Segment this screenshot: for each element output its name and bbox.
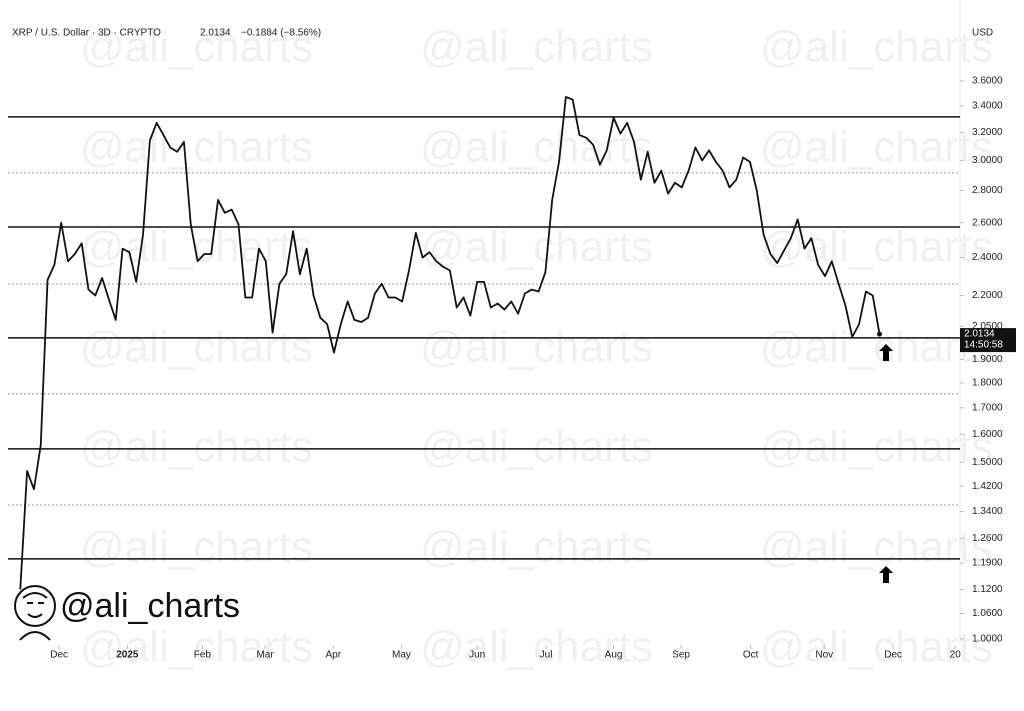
y-tick-label: 2.8000 [972,185,1003,196]
watermark: @ali_charts [80,123,313,172]
header-change: −0.1884 (−8.56%) [241,28,321,39]
x-tick-label: Jul [540,650,553,661]
watermark: @ali_charts [80,423,313,472]
plot: 3.6000 3.4000 3.2000 3.0000 2.8000 2.6000 2.40… [8,76,1016,661]
watermark: @ali_charts [760,23,993,72]
y-tick-label: 2.0500 [972,321,1003,332]
x-tick-label: 20 [950,650,962,661]
watermark: @ali_charts [420,123,653,172]
x-tick-label: Oct [743,650,759,661]
watermarks: @ali_charts @ali_charts @ali_charts @ali_ch… [80,23,993,672]
watermark: @ali_charts [80,23,313,72]
y-tick-label: 3.2000 [972,127,1003,138]
x-tick-label: Nov [815,650,833,661]
y-tick-label: 1.4200 [972,481,1003,492]
watermark: @ali_charts [80,323,313,372]
watermark: @ali_charts [760,123,993,172]
y-tick-label: 2.6000 [972,217,1003,228]
logo-text: @ali_charts [60,587,240,625]
watermark: @ali_charts [80,223,313,272]
countdown: 14:50:58 [964,340,1003,351]
y-tick-label: 2.4000 [972,252,1003,263]
watermark: @ali_charts [420,323,653,372]
chart-title: XRP / U.S. Dollar · 3D · CRYPTO [12,28,161,39]
y-tick-label: 1.3400 [972,506,1003,517]
watermark: @ali_charts [420,23,653,72]
y-tick-label: 1.2600 [972,533,1003,544]
last-point [877,331,883,337]
y-tick-label: 3.0000 [972,155,1003,166]
y-tick-label: 3.4000 [972,101,1003,112]
x-tick-label: Aug [605,650,623,661]
watermark: @ali_charts [80,623,313,672]
x-tick-label: May [392,650,411,661]
watermark: @ali_charts [760,623,993,672]
x-tick-label: Mar [256,650,274,661]
watermark: @ali_charts [760,223,993,272]
watermark: @ali_charts [420,223,653,272]
y-tick-label: 1.0000 [972,634,1003,645]
logo: @ali_charts [14,585,240,641]
x-tick-label: Sep [672,650,690,661]
x-tick-label: 2025 [116,650,139,661]
y-tick-label: 1.1900 [972,558,1003,569]
avatar-face [19,592,51,641]
y-tick-label: 1.5000 [972,457,1003,468]
y-tick-label: 1.9000 [972,354,1003,365]
y-tick-label: 1.8000 [972,378,1003,389]
x-tick-label: Feb [194,650,212,661]
x-tick-label: Apr [326,650,342,661]
price-line [19,96,881,590]
y-tick-label: 3.6000 [972,76,1003,87]
y-tick-label: 1.1200 [972,584,1003,595]
x-tick-label: Jun [469,650,485,661]
watermark: @ali_charts [420,523,653,572]
header-price: 2.0134 [200,28,231,39]
arrow-up [879,344,893,361]
y-tick-label: 2.2000 [972,290,1003,301]
price-label-bg [960,328,1016,353]
currency: USD [972,28,993,39]
y-tick-label: 1.6000 [972,429,1003,440]
watermark: @ali_charts [420,423,653,472]
watermark: @ali_charts [80,523,313,572]
watermark: @ali_charts [760,523,993,572]
watermark: @ali_charts [760,423,993,472]
x-tick-label: Dec [50,650,68,661]
watermark: @ali_charts [760,323,993,372]
y-tick-label: 1.0600 [972,608,1003,619]
watermark: @ali_charts [420,623,653,672]
x-tick-label: Dec [884,650,902,661]
y-tick-label: 1.7000 [972,402,1003,413]
arrow-up [879,566,893,583]
price-label: 2.0134 [964,329,995,340]
